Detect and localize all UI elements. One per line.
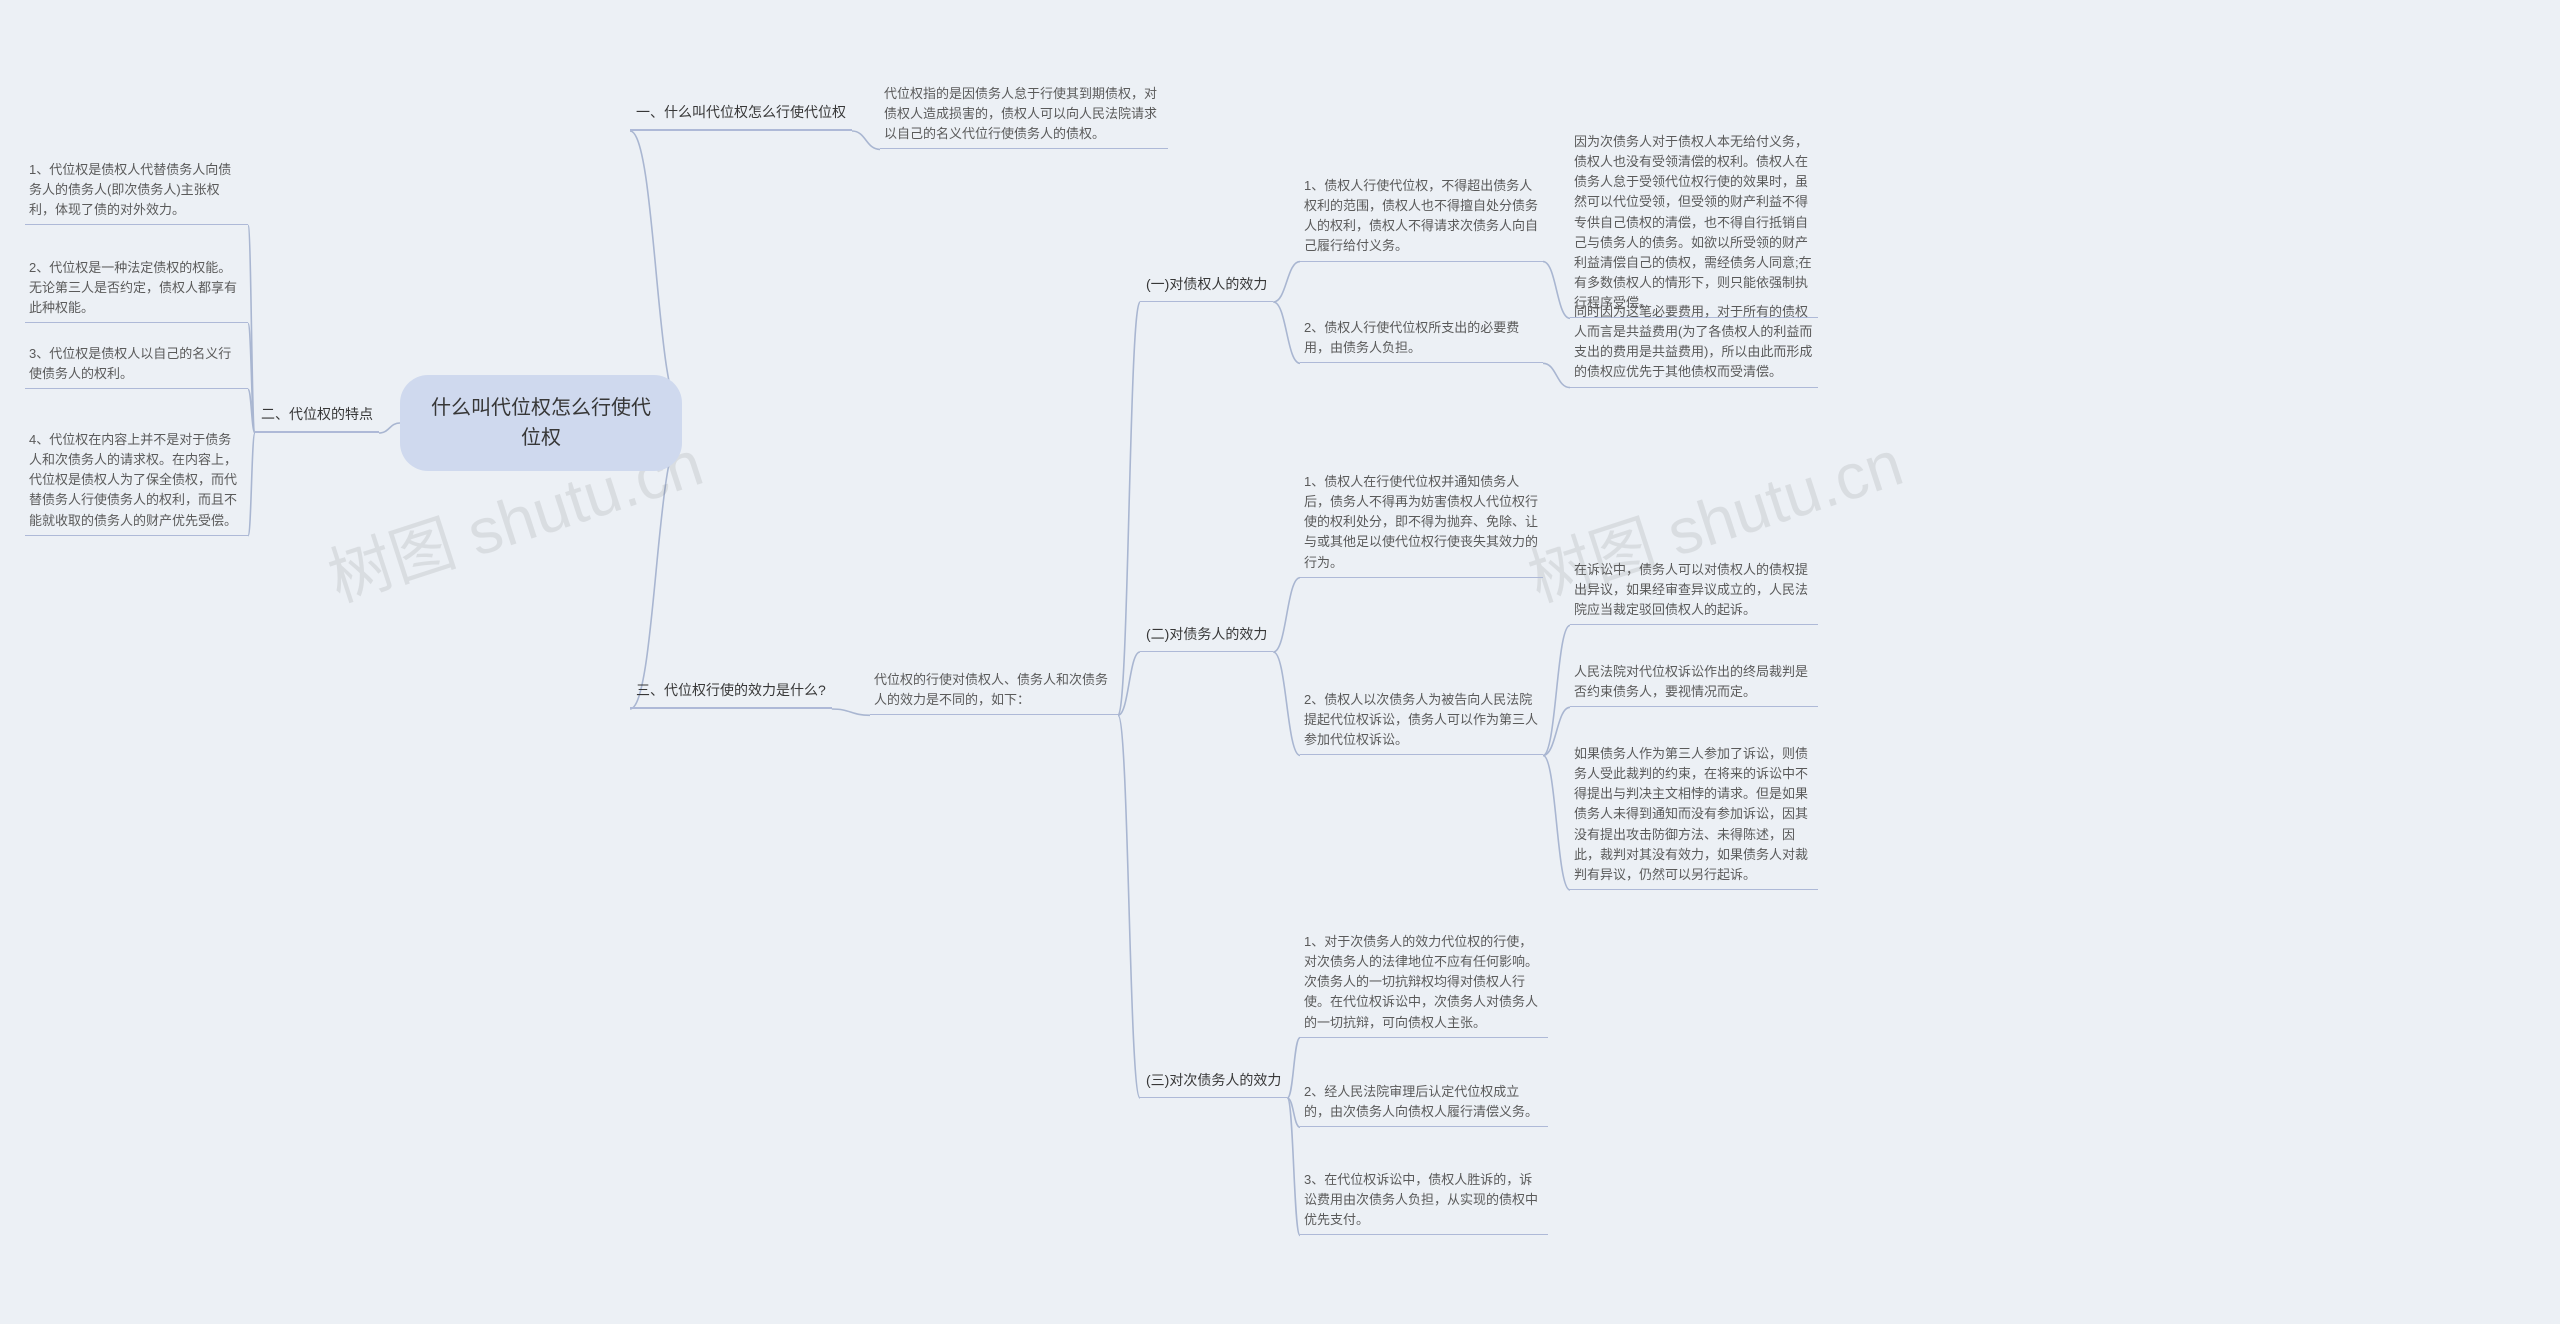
branch-2[interactable]: 二、代位权的特点 bbox=[255, 400, 379, 433]
sub-3[interactable]: (三)对次债务人的效力 bbox=[1140, 1066, 1287, 1098]
branch-3[interactable]: 三、代位权行使的效力是什么? bbox=[630, 676, 832, 709]
sub-2-item-1: 1、债权人在行使代位权并通知债务人后，债务人不得再为妨害债权人代位权行使的权利处… bbox=[1300, 470, 1543, 578]
branch-2-item-2: 2、代位权是一种法定债权的权能。无论第三人是否约定，债权人都享有此种权能。 bbox=[25, 256, 248, 323]
branch-1[interactable]: 一、什么叫代位权怎么行使代位权 bbox=[630, 98, 852, 131]
sub-1[interactable]: (一)对债权人的效力 bbox=[1140, 270, 1273, 302]
sub-3-item-3: 3、在代位权诉讼中，债权人胜诉的，诉讼费用由次债务人负担，从实现的债权中优先支付… bbox=[1300, 1168, 1548, 1235]
sub-3-item-1: 1、对于次债务人的效力代位权的行使，对次债务人的法律地位不应有任何影响。次债务人… bbox=[1300, 930, 1548, 1038]
root-node[interactable]: 什么叫代位权怎么行使代位权 bbox=[400, 375, 682, 471]
sub-1-item-1: 1、债权人行使代位权，不得超出债务人权利的范围，债权人也不得擅自处分债务人的权利… bbox=[1300, 174, 1543, 262]
sub-2-right-2: 人民法院对代位权诉讼作出的终局裁判是否约束债务人，要视情况而定。 bbox=[1570, 660, 1818, 707]
sub-1-item-2: 2、债权人行使代位权所支出的必要费用，由债务人负担。 bbox=[1300, 316, 1543, 363]
branch-2-item-3: 3、代位权是债权人以自己的名义行使债务人的权利。 bbox=[25, 342, 248, 389]
sub-2-right-3: 如果债务人作为第三人参加了诉讼，则债务人受此裁判的约束，在将来的诉讼中不得提出与… bbox=[1570, 742, 1818, 890]
sub-1-right-2: 同时因为这笔必要费用，对于所有的债权人而言是共益费用(为了各债权人的利益而支出的… bbox=[1570, 300, 1818, 388]
sub-2[interactable]: (二)对债务人的效力 bbox=[1140, 620, 1273, 652]
sub-3-item-2: 2、经人民法院审理后认定代位权成立的，由次债务人向债权人履行清偿义务。 bbox=[1300, 1080, 1548, 1127]
branch-2-item-4: 4、代位权在内容上并不是对于债务人和次债务人的请求权。在内容上，代位权是债权人为… bbox=[25, 428, 248, 536]
sub-2-item-2: 2、债权人以次债务人为被告向人民法院提起代位权诉讼，债务人可以作为第三人参加代位… bbox=[1300, 688, 1543, 755]
branch-2-item-1: 1、代位权是债权人代替债务人向债务人的债务人(即次债务人)主张权利，体现了债的对… bbox=[25, 158, 248, 225]
branch-1-desc: 代位权指的是因债务人怠于行使其到期债权，对债权人造成损害的，债权人可以向人民法院… bbox=[880, 82, 1168, 149]
sub-1-right-1: 因为次债务人对于债权人本无给付义务，债权人也没有受领清偿的权利。债权人在债务人怠… bbox=[1570, 130, 1818, 318]
edge-layer bbox=[0, 0, 2560, 1324]
branch-3-desc: 代位权的行使对债权人、债务人和次债务人的效力是不同的，如下： bbox=[870, 668, 1118, 715]
sub-2-right-1: 在诉讼中，债务人可以对债权人的债权提出异议，如果经审查异议成立的，人民法院应当裁… bbox=[1570, 558, 1818, 625]
